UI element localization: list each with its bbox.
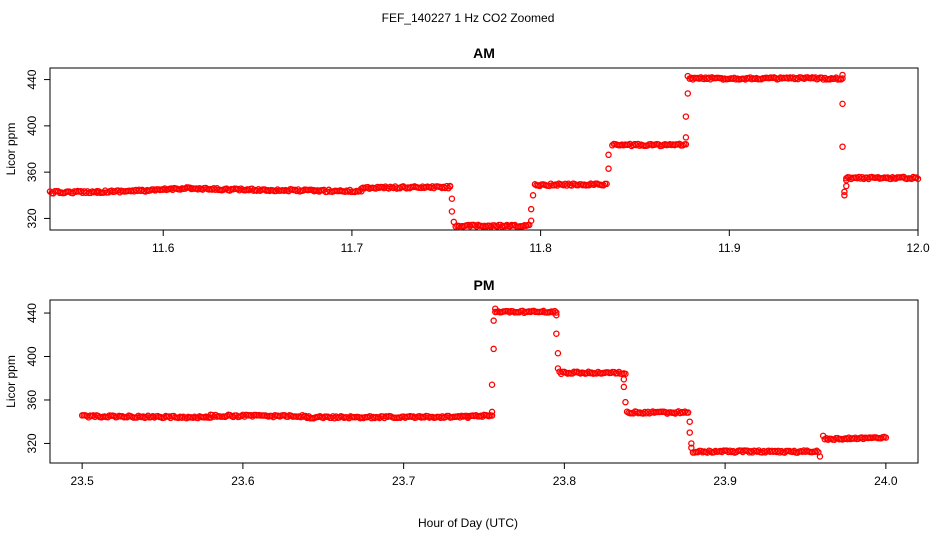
am-transition-point (682, 134, 690, 141)
pm-x-tick-label: 23.9 (713, 474, 737, 488)
am-transition-point (682, 113, 690, 120)
pm-y-tick-label: 320 (25, 433, 39, 453)
figure-title: FEF_140227 1 Hz CO2 Zoomed (382, 11, 555, 25)
am-transition-point (527, 217, 535, 224)
pm-x-tick-label: 23.8 (553, 474, 577, 488)
pm-data-point (553, 309, 560, 316)
pm-transition-point (686, 418, 694, 425)
am-transition-point (843, 182, 850, 190)
pm-y-tick-label: 400 (25, 346, 39, 366)
am-transition-point (529, 192, 537, 199)
pm-transition-point (816, 453, 824, 460)
am-data-point (914, 175, 922, 183)
am-y-tick-label: 440 (25, 69, 39, 89)
am-panel-title: AM (473, 45, 495, 61)
pm-y-axis-label: Licor ppm (4, 355, 18, 408)
pm-transition-point (491, 305, 499, 312)
am-transition-point (841, 192, 848, 199)
am-transition-point (605, 165, 612, 172)
pm-transition-point (688, 440, 695, 447)
pm-panel-title: PM (474, 277, 495, 293)
pm-data-point (684, 409, 692, 416)
pm-y-tick-label: 440 (25, 303, 39, 323)
pm-y-tick-label: 360 (25, 390, 39, 410)
am-transition-point (839, 71, 846, 79)
am-x-tick-label: 11.9 (718, 241, 741, 255)
pm-transition-point (620, 383, 628, 391)
am-x-tick-label: 11.6 (152, 241, 175, 255)
am-transition-point (448, 195, 456, 203)
pm-x-tick-label: 23.5 (70, 474, 94, 488)
am-transition-point (684, 90, 692, 97)
am-x-tick-label: 11.8 (529, 241, 552, 255)
am-y-axis-label: Licor ppm (4, 123, 18, 176)
pm-data-point (622, 370, 629, 378)
x-axis-label: Hour of Day (UTC) (418, 516, 518, 530)
pm-data-point (488, 412, 496, 419)
am-transition-point (605, 151, 612, 159)
am-plot-frame (49, 67, 919, 231)
am-transition-point (448, 208, 456, 215)
pm-transition-point (488, 408, 496, 416)
pm-transition-point (620, 376, 628, 383)
pm-x-tick-label: 24.0 (874, 474, 898, 488)
am-data-point (600, 182, 607, 189)
pm-transition-point (490, 317, 497, 324)
am-transition-point (527, 205, 535, 213)
am-x-tick-label: 12.0 (906, 241, 930, 255)
pm-transition-point (490, 345, 497, 353)
am-x-tick-label: 11.7 (341, 241, 364, 255)
pm-x-tick-label: 23.6 (231, 474, 255, 488)
am-data-point (682, 141, 690, 148)
pm-data-point (882, 434, 890, 441)
am-data-point (913, 174, 920, 181)
am-transition-point (446, 182, 454, 190)
pm-transition-point (554, 349, 562, 357)
am-transition-point (450, 218, 458, 226)
pm-transition-point (488, 381, 496, 389)
pm-transition-point (554, 365, 562, 372)
pm-data-point (813, 447, 820, 455)
am-y-tick-label: 360 (25, 162, 39, 182)
am-transition-point (839, 143, 846, 150)
am-transition-point (843, 176, 850, 184)
pm-transition-point (819, 432, 827, 440)
pm-transition-point (622, 398, 629, 406)
pm-transition-point (688, 444, 695, 452)
am-transition-point (684, 72, 692, 80)
am-data-point (839, 75, 846, 82)
pm-plot-frame (49, 299, 919, 464)
pm-transition-point (553, 311, 560, 319)
pm-x-tick-label: 23.7 (392, 474, 416, 488)
am-data-point (603, 180, 610, 188)
am-y-tick-label: 320 (25, 208, 39, 228)
pm-transition-point (686, 429, 694, 436)
am-transition-point (841, 188, 848, 196)
pm-transition-point (553, 330, 560, 337)
am-transition-point (839, 100, 846, 108)
am-y-tick-label: 400 (25, 116, 39, 136)
